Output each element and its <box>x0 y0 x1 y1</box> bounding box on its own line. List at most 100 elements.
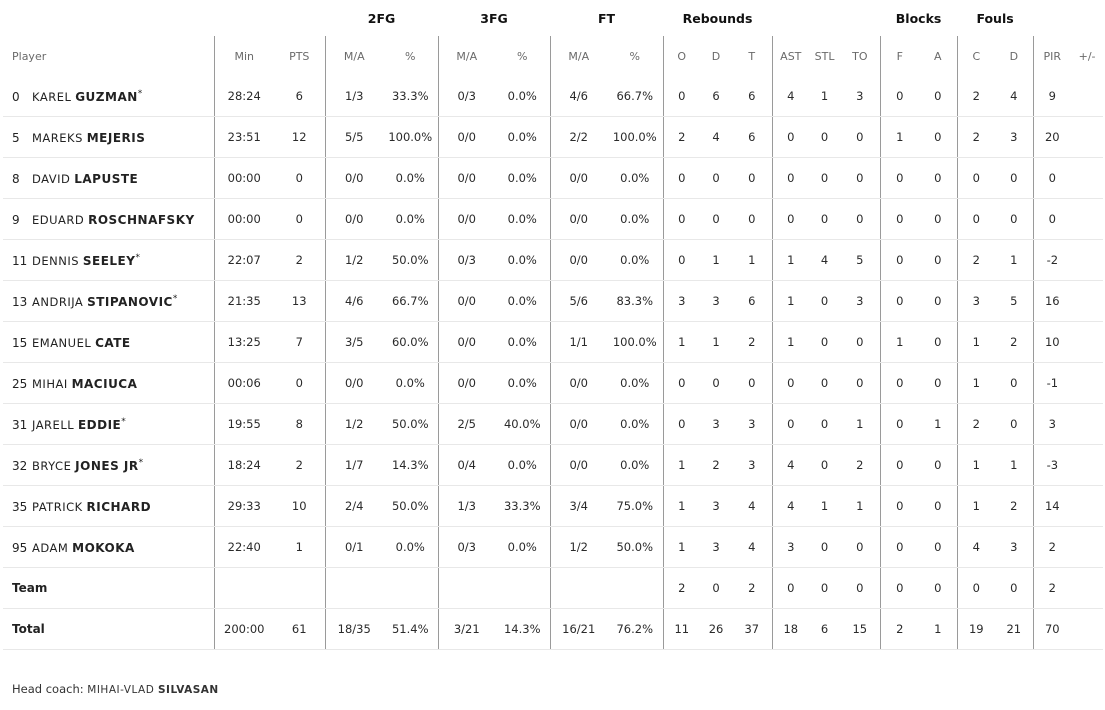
table-row[interactable]: 32 BRYCE JONES JR* 18:24 2 1/7 14.3% 0/4 0.0% 0/… <box>3 444 1104 486</box>
table-row[interactable]: 9 EDUARD ROSCHNAFSKY 00:00 0 0/0 0.0% 0/0 0.0% 0… <box>3 198 1104 240</box>
stat-min: 19:55 <box>213 403 274 445</box>
table-row[interactable]: 11 DENNIS SEELEY* 22:07 2 1/2 50.0% 0/3 0.0% 0/0… <box>3 239 1104 281</box>
stat-fg2-pct: 66.7% <box>383 280 438 322</box>
stat-foul-d: 1 <box>995 444 1034 486</box>
player-last-name[interactable]: RICHARD <box>86 499 152 514</box>
player-last-name[interactable]: ROSCHNAFSKY <box>88 212 195 227</box>
stat-reb-t: 4 <box>732 485 773 527</box>
player-last-name[interactable]: JONES JR <box>75 458 139 473</box>
table-row[interactable]: 35 PATRICK RICHARD 29:33 10 2/4 50.0% 1/3 33.3%… <box>3 485 1104 527</box>
col-reb-d: D <box>711 49 721 63</box>
stat-blk-a: 0 <box>919 362 958 404</box>
stat-reb-d: 0 <box>700 198 733 240</box>
stat-pir: 70 <box>1032 608 1072 650</box>
stat-fg2-pct: 100.0% <box>383 116 438 158</box>
stat-blk-a: 0 <box>919 157 958 199</box>
player-last-name[interactable]: GUZMAN <box>75 89 138 104</box>
table-row[interactable]: 13 ANDRIJA STIPANOVIC* 21:35 13 4/6 66.7% 0/0 0… <box>3 280 1104 322</box>
table-row[interactable]: 31 JARELL EDDIE* 19:55 8 1/2 50.0% 2/5 40.0% 0/0… <box>3 403 1104 445</box>
stat-foul-d: 0 <box>995 403 1034 445</box>
stat-reb-o: 1 <box>662 526 701 568</box>
stat-foul-c: 1 <box>956 362 996 404</box>
stat-fg2-ma: 2/4 <box>324 485 383 527</box>
player-cell[interactable]: 95 ADAM MOKOKA <box>3 526 214 568</box>
stat-reb-o: 0 <box>662 198 701 240</box>
box-score-table: 2FG 3FG FT Rebounds Blocks Fouls Player … <box>3 0 1104 650</box>
player-cell[interactable]: 25 MIHAI MACIUCA <box>3 362 214 404</box>
stat-reb-d: 0 <box>700 362 733 404</box>
stat-pts: 8 <box>274 403 325 445</box>
player-cell[interactable]: 5 MAREKS MEJERIS <box>3 116 214 158</box>
stat-foul-d: 1 <box>995 239 1034 281</box>
starter-mark: * <box>135 252 140 263</box>
stat-stl: 0 <box>809 362 841 404</box>
player-number: 5 <box>12 130 20 145</box>
stat-blk-f: 0 <box>879 198 920 240</box>
player-last-name[interactable]: EDDIE <box>77 417 122 432</box>
stat-fg2-ma: 1/2 <box>324 239 383 281</box>
player-last-name[interactable]: MEJERIS <box>86 130 146 145</box>
stat-fg2-ma: 1/3 <box>324 76 383 117</box>
player-cell[interactable]: 35 PATRICK RICHARD <box>3 485 214 527</box>
stat-ft-pct: 0.0% <box>607 403 664 445</box>
stat-pts: 2 <box>274 444 325 486</box>
stat-stl: 0 <box>809 321 841 363</box>
stat-stl: 0 <box>809 116 841 158</box>
stat-ft-ma: 3/4 <box>549 485 607 527</box>
head-coach-last-name: SILVASAN <box>157 684 219 696</box>
player-cell[interactable]: 32 BRYCE JONES JR* <box>3 444 214 486</box>
player-rows: 0 KAREL GUZMAN* 28:24 6 1/3 33.3% 0/3 0.0% 4/6 66… <box>3 76 1104 650</box>
stat-ft-ma: 0/0 <box>549 444 607 486</box>
table-row[interactable]: 15 EMANUEL CATE 13:25 7 3/5 60.0% 0/0 0.0% 1/1 10… <box>3 321 1104 363</box>
player-cell[interactable]: 9 EDUARD ROSCHNAFSKY <box>3 198 214 240</box>
stat-min: 13:25 <box>213 321 274 363</box>
player-last-name[interactable]: SEELEY <box>82 253 136 268</box>
starter-mark: * <box>137 88 143 99</box>
stat-blk-a: 0 <box>919 567 958 609</box>
stat-pm <box>1071 280 1104 322</box>
player-number: 32 <box>12 458 28 473</box>
stat-reb-t: 6 <box>732 280 773 322</box>
stat-fg2-ma: 0/0 <box>324 157 383 199</box>
player-cell[interactable]: 11 DENNIS SEELEY* <box>3 239 214 281</box>
stat-foul-c: 2 <box>956 239 996 281</box>
table-row[interactable]: 5 MAREKS MEJERIS 23:51 12 5/5 100.0% 0/0 0.0% 2/… <box>3 116 1104 158</box>
player-last-name[interactable]: MACIUCA <box>71 376 138 391</box>
stat-ft-pct <box>607 567 664 609</box>
player-cell[interactable]: 13 ANDRIJA STIPANOVIC* <box>3 280 214 322</box>
player-cell[interactable]: 31 JARELL EDDIE* <box>3 403 214 445</box>
stat-foul-c: 1 <box>956 485 996 527</box>
team-row-label: Team <box>3 567 214 609</box>
stat-pts: 6 <box>274 76 325 117</box>
stat-fg3-pct: 0.0% <box>495 157 550 199</box>
stat-fg2-pct: 50.0% <box>383 403 438 445</box>
player-number: 9 <box>12 212 20 227</box>
player-cell[interactable]: 15 EMANUEL CATE <box>3 321 214 363</box>
table-row[interactable]: 0 KAREL GUZMAN* 28:24 6 1/3 33.3% 0/3 0.0% 4/6 66… <box>3 76 1104 117</box>
player-cell[interactable]: 0 KAREL GUZMAN* <box>3 76 214 117</box>
stat-to: 3 <box>840 76 881 117</box>
player-cell[interactable]: 8 DAVID LAPUSTE <box>3 157 214 199</box>
stat-blk-f: 0 <box>879 444 920 486</box>
stat-ft-pct: 100.0% <box>607 116 664 158</box>
stat-pm <box>1071 239 1104 281</box>
stat-fg3-ma: 0/3 <box>437 526 495 568</box>
table-row[interactable]: 8 DAVID LAPUSTE 00:00 0 0/0 0.0% 0/0 0.0% 0/0 0.0… <box>3 157 1104 199</box>
stat-ft-pct: 0.0% <box>607 444 664 486</box>
stat-blk-a: 0 <box>919 76 958 117</box>
stat-stl: 1 <box>809 485 841 527</box>
stat-reb-o: 2 <box>662 116 701 158</box>
table-row[interactable]: 95 ADAM MOKOKA 22:40 1 0/1 0.0% 0/3 0.0% 1/2 50.0… <box>3 526 1104 568</box>
stat-reb-o: 2 <box>662 567 701 609</box>
player-last-name[interactable]: LAPUSTE <box>74 171 139 186</box>
player-last-name[interactable]: CATE <box>95 335 131 350</box>
stat-pir: -2 <box>1032 239 1072 281</box>
player-last-name[interactable]: STIPANOVIC <box>87 294 173 309</box>
stat-ft-pct: 66.7% <box>607 76 664 117</box>
player-last-name[interactable]: MOKOKA <box>72 540 135 555</box>
table-row[interactable]: 25 MIHAI MACIUCA 00:06 0 0/0 0.0% 0/0 0.0% 0/0 0.… <box>3 362 1104 404</box>
stat-pm <box>1071 403 1104 445</box>
stat-pts: 0 <box>274 362 325 404</box>
player-first-name: DENNIS <box>32 253 80 268</box>
stat-foul-d: 3 <box>995 116 1034 158</box>
